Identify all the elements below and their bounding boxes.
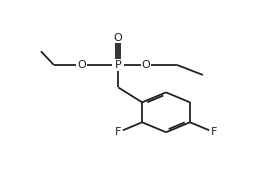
Text: O: O xyxy=(77,60,86,70)
Text: F: F xyxy=(211,127,217,137)
Text: P: P xyxy=(115,60,122,70)
Text: O: O xyxy=(141,60,150,70)
Text: O: O xyxy=(114,33,123,43)
Text: F: F xyxy=(115,127,121,137)
